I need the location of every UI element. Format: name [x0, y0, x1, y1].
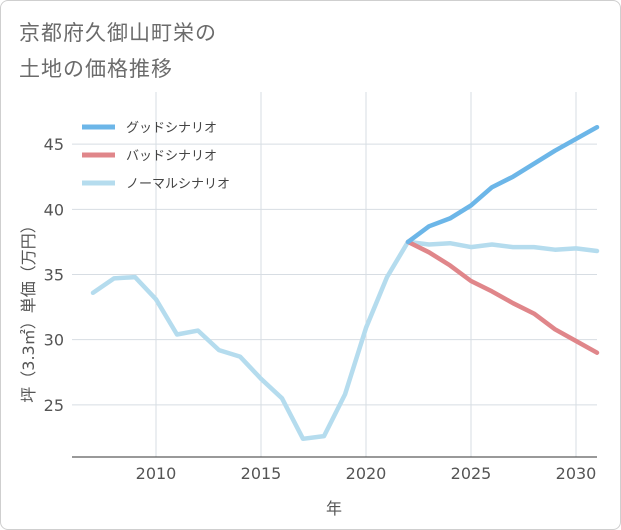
legend-label-1: バッドシナリオ [126, 149, 217, 164]
x-tick-label-2030: 2030 [556, 464, 597, 483]
legend-label-0: グッドシナリオ [126, 121, 217, 136]
chart-title-line-1: 京都府久御山町栄の [19, 21, 217, 45]
grid-lines [72, 92, 597, 457]
chart-title: 京都府久御山町栄の 土地の価格推移 [19, 15, 217, 87]
tick-labels: 2010 2015 2020 2025 2030 25 30 35 40 45 [44, 135, 597, 483]
y-tick-label-35: 35 [44, 266, 64, 285]
y-tick-label-25: 25 [44, 396, 64, 415]
x-tick-label-2025: 2025 [451, 464, 492, 483]
legend-label-2: ノーマルシナリオ [126, 177, 230, 192]
x-tick-label-2015: 2015 [241, 464, 282, 483]
series-line-2 [90, 239, 600, 442]
series-line-1 [405, 239, 600, 355]
chart-title-line-2: 土地の価格推移 [19, 57, 173, 81]
y-tick-label-40: 40 [44, 200, 64, 219]
y-tick-label-45: 45 [44, 135, 64, 154]
y-tick-label-30: 30 [44, 331, 64, 350]
x-axis-label: 年 [326, 499, 342, 518]
x-tick-label-2020: 2020 [346, 464, 387, 483]
series-group [90, 124, 600, 442]
x-tick-label-2010: 2010 [136, 464, 177, 483]
series-line-0 [405, 124, 600, 245]
y-axis-label: 坪（3.3㎡）単価（万円） [19, 217, 38, 402]
